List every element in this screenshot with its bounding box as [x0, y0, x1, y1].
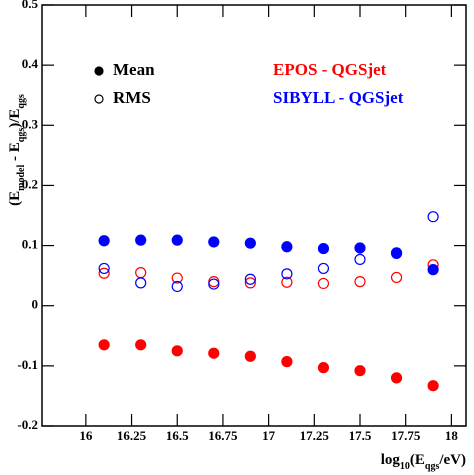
legend-label: RMS: [113, 88, 151, 107]
mean-point: [244, 350, 256, 362]
rms-point: [135, 277, 147, 289]
x-tick-label: 17.5: [349, 428, 372, 443]
mean-point: [427, 264, 439, 276]
label-subscript: 10: [400, 461, 410, 472]
y-tick-label: 0.3: [22, 116, 39, 131]
mean-point: [208, 236, 220, 248]
rms-point: [390, 271, 403, 284]
mean-point: [317, 362, 330, 374]
rms-point: [354, 253, 366, 266]
rms-point: [171, 272, 183, 284]
x-tick-label: 17: [262, 428, 276, 443]
y-tick-label: 0.1: [22, 237, 38, 252]
mean-point: [317, 242, 330, 255]
mean-point: [98, 235, 110, 247]
rms-point: [208, 276, 220, 288]
rms-point: [354, 276, 366, 288]
plot-frame: [41, 4, 467, 427]
label-subscript: qgs: [16, 94, 27, 109]
mean-point: [135, 339, 147, 351]
legend-label: EPOS - QGSjet: [273, 60, 387, 79]
rms-point: [244, 273, 256, 285]
rms-point: [281, 276, 293, 288]
y-tick-label: -0.1: [17, 357, 38, 372]
x-axis-label: log10(Eqgs/eV): [381, 452, 466, 471]
label-subscript: qgs: [425, 461, 440, 472]
label-subscript: qgs: [16, 128, 27, 143]
mean-point: [244, 237, 256, 249]
y-tick-label: 0.5: [22, 0, 39, 11]
mean-point: [171, 345, 183, 357]
mean-point: [390, 372, 403, 384]
label-part: )/E: [7, 109, 23, 128]
mean-point: [98, 339, 110, 351]
rms-point: [98, 262, 110, 275]
mean-point: [354, 242, 366, 254]
label-part: /eV): [438, 452, 466, 468]
rms-point: [244, 277, 256, 289]
rms-point: [317, 262, 330, 275]
label-part: (E: [7, 191, 23, 206]
x-tick-label: 16: [79, 428, 93, 443]
rms-point: [390, 247, 403, 259]
rms-point: [281, 268, 293, 280]
label-part: - E: [7, 142, 23, 165]
y-tick-label: -0.2: [17, 417, 38, 432]
rms-point: [208, 278, 220, 290]
mean-point: [171, 234, 183, 246]
legend-marker: [94, 94, 104, 104]
mean-point: [208, 347, 220, 359]
label-subscript: model: [16, 165, 27, 191]
mean-point: [135, 234, 147, 246]
label-part: log: [381, 452, 401, 468]
legend-label: Mean: [113, 60, 155, 79]
y-axis-label: (Emodel - Eqgs)/Eqgs: [7, 94, 26, 206]
rms-point: [98, 267, 110, 279]
mean-point: [281, 356, 293, 368]
x-tick-label: 16.25: [117, 428, 147, 443]
legend-label: SIBYLL - QGSjet: [273, 88, 404, 107]
rms-point: [427, 211, 439, 223]
y-tick-label: 0.4: [22, 56, 39, 71]
mean-point: [281, 241, 293, 253]
label-part: (E: [410, 452, 425, 468]
rms-point: [135, 267, 147, 279]
legend-marker: [94, 66, 104, 76]
x-tick-label: 16.75: [208, 428, 238, 443]
x-tick-label: 17.75: [391, 428, 421, 443]
x-tick-label: 17.25: [300, 428, 330, 443]
rms-point: [171, 280, 183, 293]
mean-point: [427, 380, 439, 392]
y-tick-label: 0.2: [22, 176, 38, 191]
x-tick-label: 18: [445, 428, 459, 443]
rms-point: [317, 277, 330, 290]
x-tick-label: 16.5: [166, 428, 189, 443]
mean-point: [354, 365, 366, 377]
y-tick-label: 0: [32, 297, 39, 312]
